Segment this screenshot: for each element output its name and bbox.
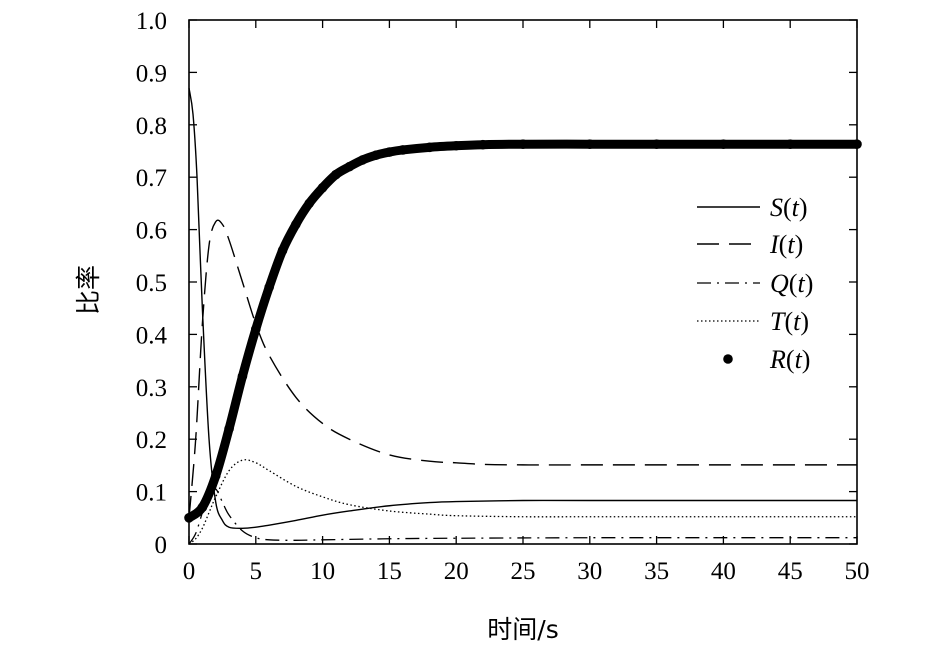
series-rt-point (210, 471, 221, 481)
legend-label-part: t (787, 230, 795, 259)
series-rt-point (518, 139, 528, 149)
legend: S(t)I(t)Q(t)T(t)R(t) (697, 193, 813, 374)
y-tick-label: 0.2 (136, 427, 167, 454)
series-rt-point (384, 147, 395, 157)
legend-label-part: ( (786, 345, 795, 374)
x-tick-label: 10 (310, 558, 335, 585)
y-tick-label: 0.7 (136, 165, 167, 192)
x-tick-label: 35 (644, 558, 669, 585)
series-rt-point (277, 245, 288, 256)
x-tick-label: 30 (577, 558, 602, 585)
series-rt-point (304, 198, 315, 209)
legend-label-part: ) (800, 307, 809, 336)
legend-item: S(t) (697, 193, 808, 222)
legend-item: R(t) (723, 345, 810, 374)
legend-label-part: ( (783, 193, 792, 222)
axis-ticks: 0 5 10 15 20 25 30 35 40 45 50 0 0.1 0.2 0.3 0.4 0.5 0.6 0… (136, 8, 870, 585)
series-it-line (188, 219, 857, 518)
legend-item: T(t) (697, 307, 809, 336)
series-rt-trace (184, 139, 862, 523)
x-axis-label: 时间/s (487, 615, 558, 644)
legend-label-part: R (769, 345, 786, 374)
series-rt-point (585, 139, 595, 149)
x-tick-label: 45 (778, 558, 803, 585)
series-rt-point (237, 371, 248, 382)
y-tick-label: 0 (155, 532, 168, 559)
legend-label: R(t) (769, 345, 810, 374)
y-tick-label: 1.0 (136, 8, 167, 35)
series-rt-point (197, 502, 208, 513)
legend-label-part: I (769, 230, 780, 259)
x-tick-label: 25 (511, 558, 536, 585)
series-rt-point (371, 150, 381, 160)
legend-label-part: ) (802, 345, 811, 374)
series-st-line (188, 88, 857, 530)
y-tick-label: 0.4 (136, 322, 168, 349)
legend-label: Q(t) (770, 269, 813, 298)
series-qt-line (188, 487, 857, 545)
y-tick-label: 0.3 (136, 375, 167, 402)
legend-label-part: T (770, 307, 786, 336)
legend-label-part: t (792, 193, 800, 222)
series-rt-point (317, 182, 328, 193)
x-tick-label: 20 (444, 558, 469, 585)
legend-item: Q(t) (697, 269, 813, 298)
legend-label-part: ( (779, 230, 788, 259)
legend-label-part: ) (799, 193, 808, 222)
series-rt-point (357, 155, 368, 165)
series-rt-point (852, 139, 862, 149)
legend-marker (723, 354, 733, 364)
legend-label-part: t (795, 345, 803, 374)
series-rt-point (424, 142, 435, 153)
y-tick-label: 0.9 (136, 60, 167, 87)
x-tick-label: 50 (845, 558, 870, 585)
series-tt-line (188, 459, 857, 545)
legend-label-part: ( (784, 307, 793, 336)
series-rt-point (344, 161, 355, 172)
legend-label-part: ) (805, 269, 814, 298)
series-rt-point (451, 140, 462, 151)
legend-label-part: ( (789, 269, 798, 298)
legend-label: S(t) (770, 193, 808, 222)
series-rt-point (785, 139, 795, 149)
series-rt-point (478, 139, 488, 150)
series-rt-point (651, 139, 662, 149)
legend-label-part: Q (770, 269, 789, 298)
series-rt-point (264, 282, 274, 293)
y-tick-label: 0.8 (136, 113, 167, 140)
y-axis-label: 比率 (74, 265, 103, 315)
series-rt-point (718, 139, 729, 149)
series-rt (184, 139, 862, 523)
y-tick-label: 0.5 (136, 270, 167, 297)
legend-item: I(t) (697, 230, 803, 259)
series-rt-point (291, 219, 301, 230)
series-layer (184, 88, 862, 545)
series-rt-point (224, 423, 234, 434)
series-rt-point (184, 513, 194, 523)
x-tick-label: 40 (711, 558, 736, 585)
series-rt-point (331, 169, 341, 180)
x-tick-label: 15 (377, 558, 402, 585)
legend-label-part: t (793, 307, 801, 336)
legend-label-part: S (770, 193, 783, 222)
legend-label: I(t) (769, 230, 803, 259)
series-rt-point (251, 324, 261, 334)
legend-label: T(t) (770, 307, 809, 336)
legend-label-part: ) (795, 230, 804, 259)
x-tick-label: 0 (183, 558, 196, 585)
y-tick-label: 0.6 (136, 218, 167, 245)
series-rt-point (397, 145, 408, 155)
legend-label-part: t (797, 269, 805, 298)
x-tick-label: 5 (250, 558, 263, 585)
y-tick-label: 0.1 (136, 480, 167, 507)
